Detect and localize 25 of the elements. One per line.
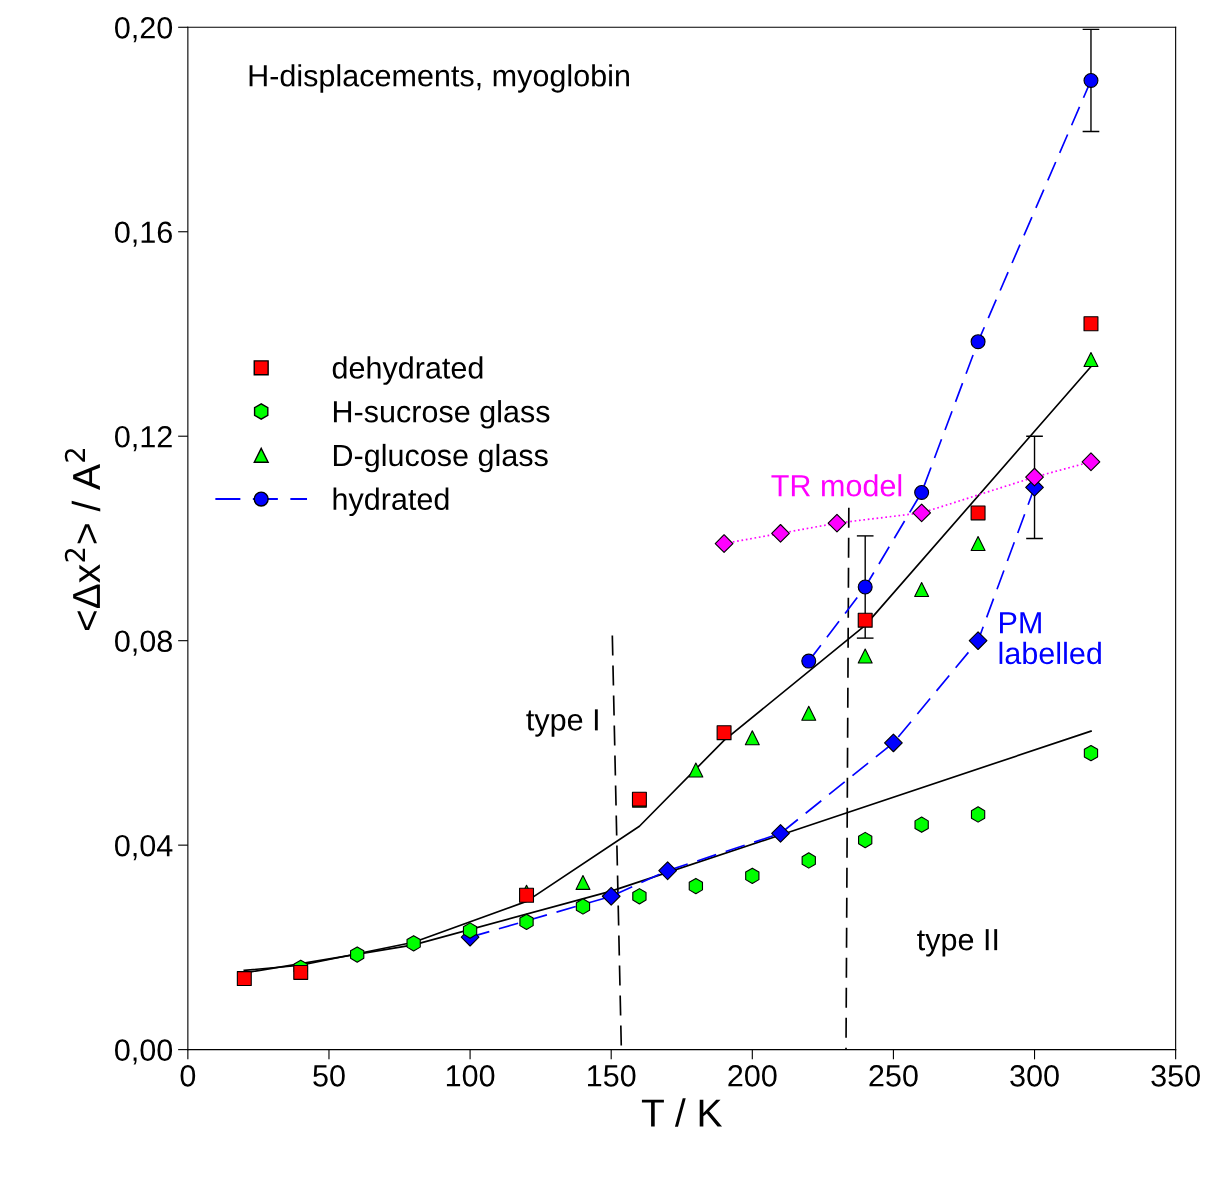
y-tick-label: 0,04 [115,834,173,861]
x-tick-label: 100 [446,1065,495,1087]
annotation: type II [917,929,998,957]
x-tick-label: 50 [313,1065,345,1087]
x-tick-label: 350 [1151,1065,1200,1087]
y-tick-label: 0,20 [115,17,173,43]
x-tick-label: 150 [588,1065,636,1087]
x-axis-title: T / K [641,1098,723,1127]
legend-label: H-sucrose glass [333,400,550,429]
x-tick-label: 0 [180,1065,196,1087]
x-tick-label: 200 [728,1065,777,1087]
series-label: TR model [771,474,902,497]
x-tick-label: 250 [869,1065,918,1087]
annotation: H-displacements, myoglobin [249,64,629,93]
legend-label: hydrated [333,487,449,517]
y-axis-title: <Δx$^{2}$> / A$^{2}$ [64,449,101,631]
y-tick-label: 0,00 [115,1039,173,1065]
y-tick-label: 0,16 [115,221,172,247]
series-label: PM labelled [999,612,1101,665]
legend-label: D-glucose glass [333,443,548,473]
x-tick-label: 300 [1010,1065,1059,1087]
y-tick-label: 0,12 [115,425,172,452]
legend-label: dehydrated [332,356,483,385]
y-tick-label: 0,08 [115,630,172,656]
annotation: type I [526,709,598,737]
